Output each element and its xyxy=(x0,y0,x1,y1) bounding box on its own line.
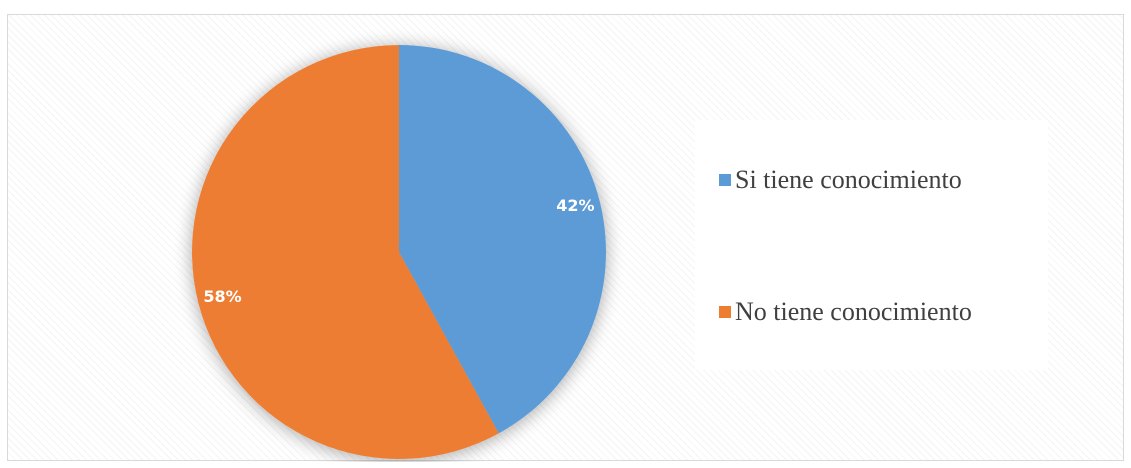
pie-slices xyxy=(192,45,607,459)
slice-label-si: 42% xyxy=(556,196,594,215)
pie-slice-si xyxy=(399,45,607,434)
chart-area: 42% 58% Si tiene conocimiento No tiene co… xyxy=(7,14,1124,461)
legend-swatch-no xyxy=(719,306,731,318)
slice-label-no: 58% xyxy=(203,287,241,306)
legend-item-si: Si tiene conocimiento xyxy=(719,165,962,195)
legend-label-si: Si tiene conocimiento xyxy=(735,165,962,194)
legend-item-no: No tiene conocimiento xyxy=(719,297,972,327)
legend-swatch-si xyxy=(719,174,731,186)
pie-slice-no xyxy=(192,45,499,459)
legend: Si tiene conocimiento No tiene conocimie… xyxy=(695,120,1048,370)
pie-chart: 42% 58% xyxy=(192,45,607,459)
pie-labels: 42% 58% xyxy=(203,196,594,306)
legend-label-no: No tiene conocimiento xyxy=(735,297,972,326)
